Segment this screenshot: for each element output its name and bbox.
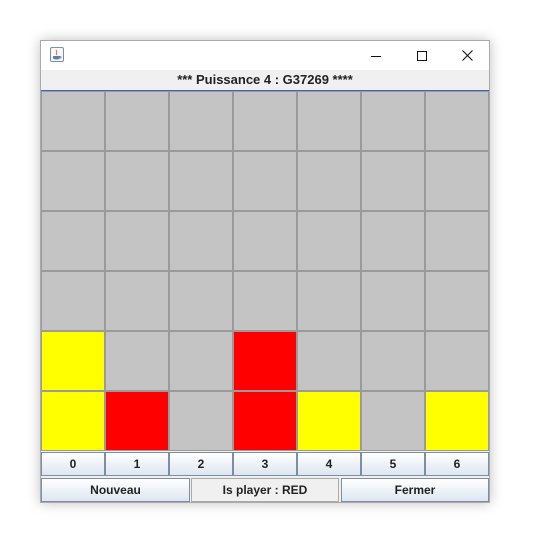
board-cell xyxy=(425,211,489,271)
board-cell xyxy=(169,91,233,151)
maximize-button[interactable] xyxy=(399,41,445,70)
java-icon[interactable] xyxy=(50,47,64,62)
board-cell xyxy=(105,91,169,151)
board-cell xyxy=(297,331,361,391)
close-icon xyxy=(461,50,473,61)
board-cell xyxy=(233,211,297,271)
board-cell xyxy=(169,151,233,211)
column-button-4[interactable]: 4 xyxy=(297,452,361,476)
board-cell xyxy=(233,151,297,211)
board-cell xyxy=(41,271,105,331)
board-grid xyxy=(41,91,489,451)
player-status: Is player : RED xyxy=(191,478,339,502)
yellow-token xyxy=(41,331,105,391)
board-cell xyxy=(425,331,489,391)
board-cell xyxy=(233,91,297,151)
title-bar[interactable] xyxy=(41,41,489,70)
game-title: *** Puissance 4 : G37269 **** xyxy=(41,70,489,90)
column-button-2[interactable]: 2 xyxy=(169,452,233,476)
board-cell xyxy=(361,331,425,391)
board-cell xyxy=(105,271,169,331)
column-button-3[interactable]: 3 xyxy=(233,452,297,476)
game-board xyxy=(41,90,489,451)
board-cell xyxy=(361,91,425,151)
minimize-button[interactable] xyxy=(353,41,399,70)
board-cell xyxy=(361,391,425,451)
board-cell xyxy=(105,151,169,211)
red-token xyxy=(233,331,297,391)
red-token xyxy=(105,391,169,451)
board-cell xyxy=(361,211,425,271)
board-cell xyxy=(169,271,233,331)
board-cell xyxy=(297,211,361,271)
board-cell xyxy=(169,331,233,391)
maximize-icon xyxy=(417,50,427,61)
board-cell xyxy=(297,151,361,211)
board-cell xyxy=(105,211,169,271)
board-cell xyxy=(425,91,489,151)
column-button-1[interactable]: 1 xyxy=(105,452,169,476)
board-cell xyxy=(169,391,233,451)
close-window-button[interactable] xyxy=(444,41,490,70)
board-cell xyxy=(233,271,297,331)
yellow-token xyxy=(425,391,489,451)
board-cell xyxy=(361,151,425,211)
board-cell xyxy=(41,151,105,211)
board-cell xyxy=(41,91,105,151)
board-cell xyxy=(425,271,489,331)
red-token xyxy=(233,391,297,451)
board-cell xyxy=(169,211,233,271)
column-button-6[interactable]: 6 xyxy=(425,452,489,476)
yellow-token xyxy=(41,391,105,451)
board-cell xyxy=(297,91,361,151)
minimize-icon xyxy=(371,55,381,57)
column-button-0[interactable]: 0 xyxy=(41,452,105,476)
board-cell xyxy=(105,331,169,391)
bottom-bar: Nouveau Is player : RED Fermer xyxy=(41,477,489,502)
column-button-5[interactable]: 5 xyxy=(361,452,425,476)
board-cell xyxy=(425,151,489,211)
board-cell xyxy=(297,271,361,331)
close-button[interactable]: Fermer xyxy=(341,478,489,502)
yellow-token xyxy=(297,391,361,451)
board-cell xyxy=(41,211,105,271)
board-cell xyxy=(361,271,425,331)
new-game-button[interactable]: Nouveau xyxy=(41,478,190,502)
